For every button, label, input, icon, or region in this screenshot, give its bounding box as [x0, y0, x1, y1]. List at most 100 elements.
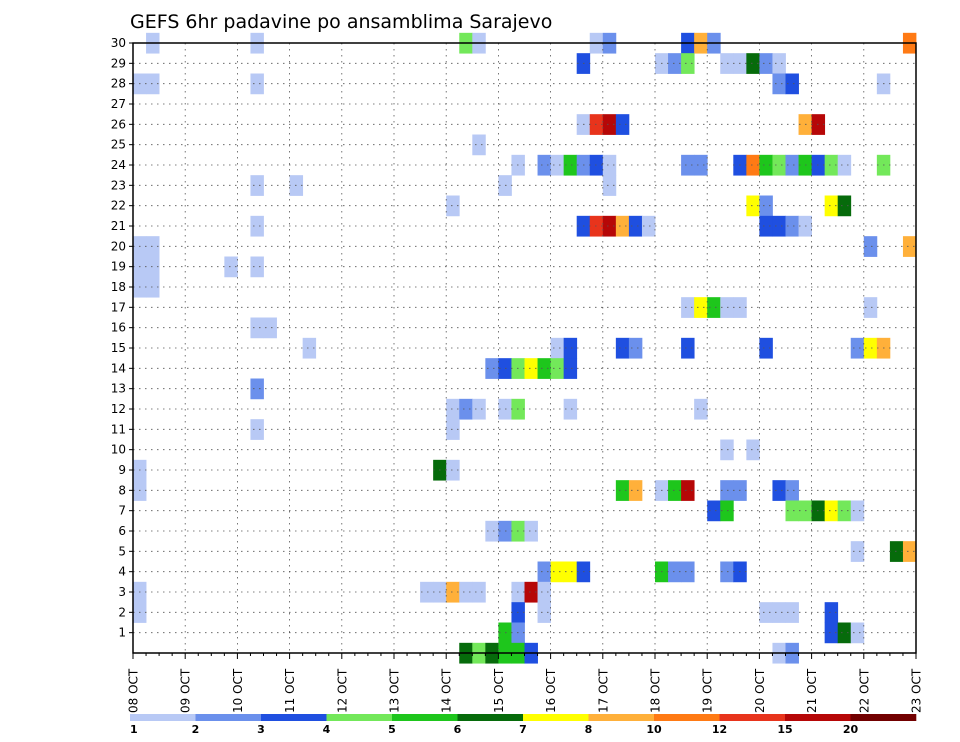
heatmap-cell — [720, 480, 734, 501]
heatmap-cell — [602, 154, 617, 176]
x-tick-label: 20 OCT — [753, 668, 767, 713]
heatmap-cell — [668, 480, 682, 501]
heatmap-cell — [837, 195, 852, 217]
y-tick-label: 13 — [111, 382, 126, 396]
heatmap-cell — [902, 541, 917, 562]
heatmap-cell — [472, 398, 486, 420]
color-legend: 1 2 3 4 5 6 7 8 10 12 15 20 — [130, 714, 917, 736]
heatmap-cell — [550, 337, 565, 359]
heatmap-cell — [785, 73, 799, 95]
x-tick-label: 16 OCT — [544, 668, 558, 713]
chart-title: GEFS 6hr padavine po ansamblima Sarajevo — [130, 11, 552, 33]
y-tick-label: 20 — [111, 239, 126, 253]
heatmap-cell — [720, 297, 734, 318]
y-axis-ticks: 1234567891011121314151617181920212223242… — [111, 36, 133, 640]
heatmap-cell — [837, 622, 852, 644]
heatmap-cell — [720, 53, 734, 74]
y-tick-label: 5 — [118, 544, 126, 558]
legend-label: 7 — [519, 723, 527, 736]
x-tick-label: 13 OCT — [388, 668, 402, 713]
heatmap-cell — [602, 175, 617, 196]
heatmap-cell — [837, 500, 852, 522]
legend-label: 20 — [843, 723, 859, 736]
heatmap-cell — [485, 520, 499, 542]
heatmap-cell — [224, 256, 238, 278]
legend-swatch — [326, 714, 393, 721]
heatmap-cell — [446, 581, 460, 603]
x-tick-label: 15 OCT — [492, 668, 506, 713]
heatmap-cell — [250, 378, 264, 400]
legend-label: 4 — [323, 723, 331, 736]
heatmap-cell — [746, 154, 760, 176]
y-tick-label: 28 — [111, 77, 126, 91]
heatmap-cell — [824, 602, 839, 623]
heatmap-cell — [772, 73, 786, 95]
heatmap-cell — [681, 297, 695, 318]
heatmap-cell — [250, 419, 264, 440]
y-tick-label: 3 — [118, 585, 126, 599]
heatmap-cell — [446, 398, 460, 420]
heatmap-cell — [668, 561, 682, 583]
x-tick-label: 10 OCT — [231, 668, 245, 713]
heatmap-cell — [550, 154, 565, 176]
heatmap-cell — [720, 561, 734, 583]
y-tick-label: 10 — [111, 443, 126, 457]
heatmap-cell — [902, 236, 917, 257]
legend-label: 3 — [257, 723, 265, 736]
heatmap-cell — [146, 236, 160, 257]
heatmap-cell — [850, 337, 865, 359]
heatmap-cell — [850, 500, 865, 522]
legend-swatch — [130, 714, 196, 721]
heatmap-cell — [759, 215, 773, 237]
heatmap-cell — [250, 256, 264, 278]
y-tick-label: 21 — [111, 219, 126, 233]
heatmap-cell — [459, 398, 473, 420]
heatmap-cell — [250, 215, 264, 237]
y-tick-label: 19 — [111, 260, 126, 274]
y-tick-label: 29 — [111, 56, 126, 70]
heatmap-cell — [681, 154, 695, 176]
y-tick-label: 25 — [111, 138, 126, 152]
x-tick-label: 08 OCT — [127, 668, 141, 713]
y-tick-label: 30 — [111, 36, 126, 50]
y-tick-label: 6 — [118, 524, 126, 538]
heatmap-cell — [785, 480, 799, 501]
heatmap-cell — [537, 602, 551, 623]
heatmap-cell — [772, 215, 786, 237]
heatmap-cell — [720, 439, 734, 461]
heatmap-cell — [537, 154, 551, 176]
x-tick-label: 19 OCT — [701, 668, 715, 713]
heatmap-cell — [602, 114, 617, 135]
x-tick-label: 18 OCT — [649, 668, 663, 713]
legend-label: 1 — [130, 723, 138, 736]
legend-swatch — [785, 714, 851, 721]
heatmap-cell — [602, 215, 617, 237]
heatmap-cell — [824, 622, 839, 644]
heatmap-cell — [537, 358, 551, 379]
heatmap-cell — [563, 358, 578, 379]
heatmap-cell — [759, 195, 773, 217]
heatmap-cell — [772, 53, 786, 74]
heatmap-cell — [759, 53, 773, 74]
heatmap-cell — [785, 154, 799, 176]
x-tick-label: 09 OCT — [179, 668, 193, 713]
heatmap-cell — [707, 297, 721, 318]
heatmap-cell — [485, 358, 499, 379]
y-tick-label: 8 — [118, 483, 126, 497]
y-tick-label: 11 — [111, 422, 126, 436]
legend-label: 5 — [388, 723, 396, 736]
heatmap-cell — [785, 215, 799, 237]
y-tick-label: 1 — [118, 626, 126, 640]
heatmap-cell — [628, 480, 643, 501]
heatmap-cell — [250, 175, 264, 196]
heatmap-cell — [472, 134, 486, 156]
y-tick-label: 4 — [118, 565, 126, 579]
heatmap-cell — [785, 602, 799, 623]
heatmap-cell — [863, 297, 878, 318]
heatmap-cell — [772, 154, 786, 176]
y-tick-label: 26 — [111, 117, 126, 131]
heatmap-cell — [446, 195, 460, 217]
heatmap-cell — [694, 154, 708, 176]
legend-swatch — [588, 714, 655, 721]
heatmap-cell — [681, 561, 695, 583]
